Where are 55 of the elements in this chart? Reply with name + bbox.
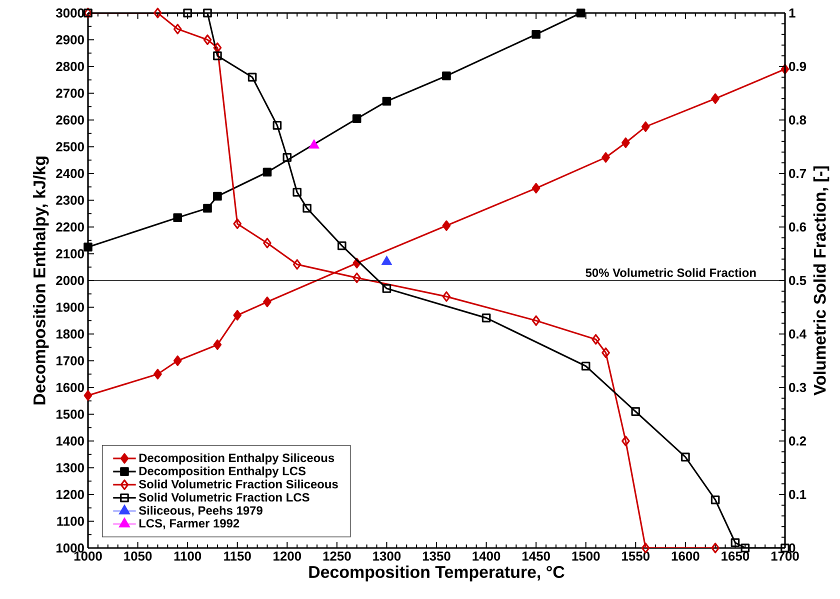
legend-label: Siliceous, Peehs 1979 <box>138 506 262 516</box>
x-tick-label: 1400 <box>472 552 500 561</box>
x-tick-label: 1050 <box>124 552 152 561</box>
y-tick-label: 2200 <box>56 222 84 232</box>
legend-label: LCS, Farmer 1992 <box>139 519 240 530</box>
y2-tick-label: 0.4 <box>789 329 806 339</box>
x-tick-label: 1200 <box>274 552 302 561</box>
x-tick-label: 1250 <box>323 552 351 561</box>
y2-tick-label: 0.2 <box>789 436 806 446</box>
y-tick-label: 1500 <box>56 410 84 419</box>
y-tick-label: 2100 <box>56 249 84 258</box>
x-tick-label: 1550 <box>622 552 650 561</box>
y2-tick-label: 0.6 <box>789 222 806 232</box>
y-tick-label: 1800 <box>56 329 84 339</box>
y-axis-title: Decomposition Enthalpy, kJ/kg <box>32 156 49 404</box>
y-tick-label: 2800 <box>56 62 84 72</box>
y2-tick-label: 0.8 <box>789 115 806 125</box>
x-tick-label: 1000 <box>74 552 102 561</box>
y-tick-label: 1300 <box>56 463 84 472</box>
y-tick-label: 1900 <box>56 302 84 312</box>
y2-tick-label: 0.9 <box>789 62 806 72</box>
x-tick-label: 1350 <box>422 552 450 561</box>
x-tick-label: 1700 <box>771 552 799 561</box>
y-tick-label: 2000 <box>56 276 84 286</box>
y2-axis-title: Volumetric Solid Fraction, [-] <box>813 166 830 396</box>
y-tick-label: 1200 <box>56 490 84 500</box>
y-tick-label: 2500 <box>56 142 84 152</box>
x-tick-label: 1650 <box>722 552 750 561</box>
y-tick-label: 2400 <box>56 168 84 178</box>
y2-tick-label: 0.7 <box>789 168 806 178</box>
x-axis-title: Decomposition Temperature, °C <box>309 566 564 582</box>
x-tick-label: 1300 <box>373 552 401 561</box>
y-tick-label: 2600 <box>56 115 84 125</box>
y2-tick-label: 0.1 <box>789 490 806 500</box>
legend-label: Solid Volumetric Fraction Siliceous <box>138 480 338 488</box>
y-tick-label: 1600 <box>56 382 84 392</box>
y-tick-label: 2300 <box>56 196 84 205</box>
ref-line-label: 50% Volumetric Solid Fraction <box>586 268 756 277</box>
y-tick-label: 1700 <box>56 356 84 366</box>
x-tick-label: 1450 <box>522 552 550 561</box>
y-tick-label: 1100 <box>57 516 84 526</box>
y2-tick-label: 1 <box>789 8 796 18</box>
y2-tick-label: 0.3 <box>789 382 806 392</box>
y-tick-label: 1000 <box>56 543 84 553</box>
x-tick-label: 1500 <box>572 552 600 561</box>
legend-label: Decomposition Enthalpy Siliceous <box>139 453 334 464</box>
legend-label: Solid Volumetric Fraction LCS <box>138 492 310 502</box>
legend-label: Decomposition Enthalpy LCS <box>139 466 306 478</box>
y-tick-label: 2700 <box>56 88 84 98</box>
y-tick-label: 1400 <box>56 436 84 446</box>
x-tick-label: 1100 <box>174 552 202 561</box>
y-tick-label: 2900 <box>56 35 84 44</box>
y2-tick-label: 0.5 <box>789 276 806 286</box>
x-tick-label: 1600 <box>672 552 700 561</box>
x-tick-label: 1150 <box>224 552 251 561</box>
